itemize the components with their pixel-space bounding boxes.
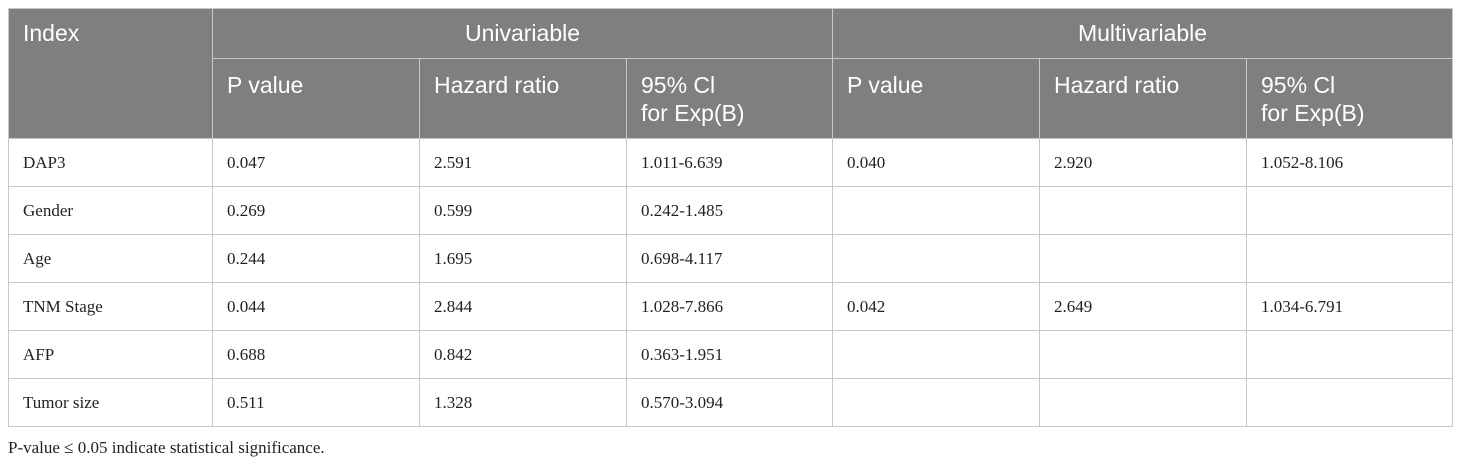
table-cell (1246, 330, 1454, 379)
table-cell: 2.649 (1039, 282, 1248, 331)
table-cell: 0.570-3.094 (625, 378, 834, 427)
table-cell: 1.052-8.106 (1246, 138, 1454, 187)
row-label: TNM Stage (8, 282, 213, 331)
table-cell (1039, 234, 1248, 283)
row-label: AFP (8, 330, 213, 379)
table-cell: 1.028-7.866 (625, 282, 834, 331)
table-cell (832, 378, 1041, 427)
group-header-multivariable: Multivariable (832, 8, 1454, 59)
table-cell (832, 234, 1041, 283)
table-cell: 0.698-4.117 (625, 234, 834, 283)
table-cell (832, 186, 1041, 235)
group-header-univariable: Univariable (211, 8, 834, 59)
column-header-ci: 95% Cl for Exp(B) (625, 58, 834, 139)
column-header-ci: 95% Cl for Exp(B) (1246, 58, 1454, 139)
table-cell: 0.044 (212, 282, 420, 331)
header-row-columns: P value Hazard ratio 95% Cl for Exp(B) P… (9, 58, 1454, 139)
table-cell: 2.920 (1039, 138, 1248, 187)
table-cell (1246, 378, 1454, 427)
table-cell (1039, 330, 1248, 379)
table-footnote: P-value ≤ 0.05 indicate statistical sign… (8, 438, 325, 457)
header-row-groups: Index Univariable Multivariable (8, 8, 1454, 139)
table-cell: 0.599 (419, 186, 627, 235)
table-cell: 0.040 (832, 138, 1041, 187)
cox-regression-table: Index Univariable Multivariable P value … (8, 8, 1454, 427)
row-label: Tumor size (8, 378, 213, 427)
table-cell: 0.042 (832, 282, 1041, 331)
table-cell: 0.242-1.485 (625, 186, 834, 235)
table-row: Tumor size 0.511 1.328 0.570-3.094 (8, 378, 1454, 427)
table-cell: 0.511 (212, 378, 420, 427)
row-label: Gender (8, 186, 213, 235)
table-cell (1039, 378, 1248, 427)
table-cell: 0.244 (212, 234, 420, 283)
table-cell: 2.591 (419, 138, 627, 187)
table-cell (1246, 234, 1454, 283)
row-label: Age (8, 234, 213, 283)
index-header: Index (8, 8, 213, 139)
column-header-hazard-ratio: Hazard ratio (1039, 58, 1248, 139)
table-row: TNM Stage 0.044 2.844 1.028-7.866 0.042 … (8, 282, 1454, 331)
table-row: DAP3 0.047 2.591 1.011-6.639 0.040 2.920… (8, 138, 1454, 187)
table-cell: 1.695 (419, 234, 627, 283)
table-row: AFP 0.688 0.842 0.363-1.951 (8, 330, 1454, 379)
table-cell: 1.011-6.639 (625, 138, 834, 187)
row-label: DAP3 (8, 138, 213, 187)
column-header-hazard-ratio: Hazard ratio (419, 58, 627, 139)
table-cell: 1.034-6.791 (1246, 282, 1454, 331)
table-cell (1039, 186, 1248, 235)
table-cell (1246, 186, 1454, 235)
column-header-p-value: P value (832, 58, 1041, 139)
table-cell: 2.844 (419, 282, 627, 331)
table-row: Gender 0.269 0.599 0.242-1.485 (8, 186, 1454, 235)
table-cell: 1.328 (419, 378, 627, 427)
table-cell: 0.269 (212, 186, 420, 235)
results-table-container: Index Univariable Multivariable P value … (8, 8, 1454, 427)
table-cell: 0.688 (212, 330, 420, 379)
table-cell: 0.363-1.951 (625, 330, 834, 379)
column-header-p-value: P value (212, 58, 420, 139)
table-cell: 0.842 (419, 330, 627, 379)
table-cell: 0.047 (212, 138, 420, 187)
table-row: Age 0.244 1.695 0.698-4.117 (8, 234, 1454, 283)
table-cell (832, 330, 1041, 379)
